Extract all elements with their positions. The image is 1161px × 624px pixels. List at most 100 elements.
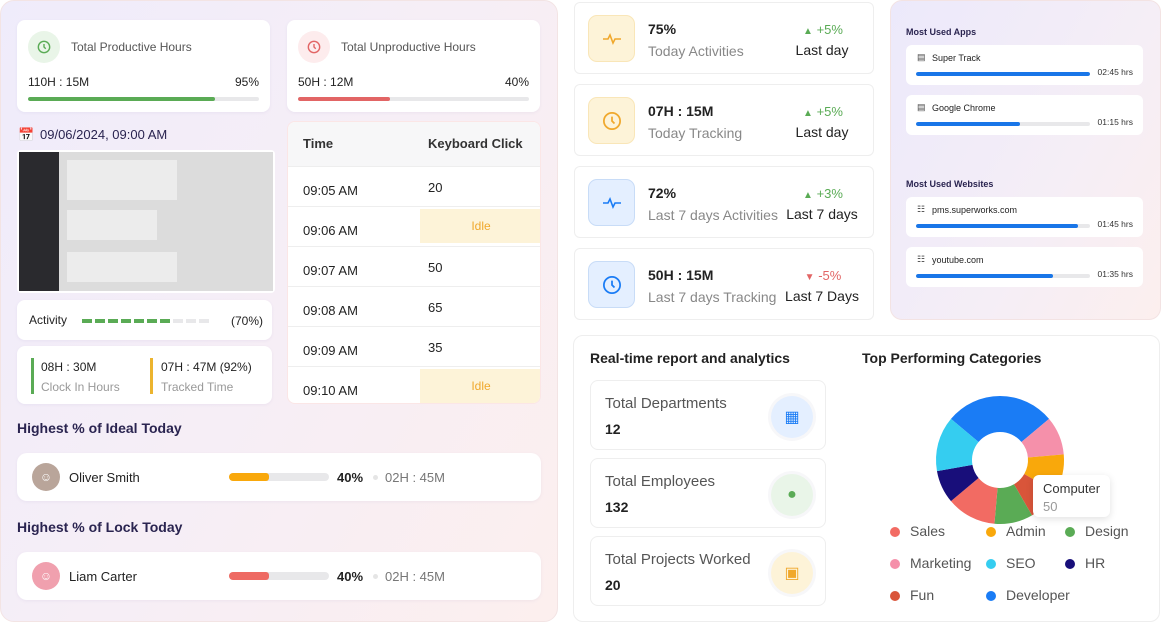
stat-delta-value: +3%	[816, 186, 843, 201]
screenshot-thumbnail[interactable]	[17, 150, 275, 293]
legend-item[interactable]: Design	[1065, 523, 1129, 539]
productive-percent: 95%	[234, 75, 259, 89]
stat-period: Last day	[795, 42, 849, 58]
usage-item[interactable]: ☷ pms.superworks.com 01:45 hrs	[906, 197, 1143, 237]
productive-hours-card: Total Productive Hours 110H : 15M 95%	[17, 20, 270, 112]
usage-progress	[916, 72, 1090, 76]
usage-item[interactable]: ▤ Super Track 02:45 hrs	[906, 45, 1143, 85]
table-row: 09:05 AM 20	[288, 166, 540, 206]
row-time: 09:09 AM	[303, 343, 358, 358]
donut-slice-design[interactable]	[994, 484, 1032, 524]
globe-icon: ☷	[917, 254, 926, 264]
usage-name: youtube.com	[932, 255, 984, 265]
keyboard-click-table: Time Keyboard Click 09:05 AM 20 09:06 AM…	[287, 121, 541, 404]
stat-label: Last 7 days Tracking	[648, 289, 777, 305]
report-value: 20	[605, 577, 621, 593]
lock-title: Highest % of Lock Today	[17, 519, 183, 535]
stat-card: 72% Last 7 days Activities ▲ +3% Last 7 …	[574, 166, 874, 238]
legend-item[interactable]: Admin	[986, 523, 1046, 539]
legend-item[interactable]: Fun	[890, 587, 934, 603]
donut-slice-hr[interactable]	[936, 464, 979, 502]
table-row: 09:08 AM 65	[288, 286, 540, 326]
stat-label: Today Tracking	[648, 125, 743, 141]
stat-value: 50H : 15M	[648, 267, 714, 283]
briefcase-icon: ▣	[771, 552, 813, 594]
lock-progress	[229, 572, 329, 580]
row-clicks: 35	[428, 340, 443, 355]
clock-tracked-card: 08H : 30M Clock In Hours 07H : 47M (92%)…	[17, 346, 272, 404]
legend-item[interactable]: SEO	[986, 555, 1036, 571]
chart-tooltip: Computer 50	[1033, 475, 1110, 517]
idle-badge: Idle	[420, 369, 540, 403]
row-time: 09:05 AM	[303, 183, 358, 198]
usage-name: Super Track	[932, 53, 981, 63]
unproductive-percent: 40%	[504, 75, 529, 89]
laptop-icon: ▤	[917, 102, 926, 112]
report-card: Total Departments 12 ▦	[590, 380, 826, 450]
activity-segment	[108, 319, 118, 323]
table-row: 09:09 AM 35	[288, 326, 540, 366]
donut-slice-marketing[interactable]	[1021, 418, 1064, 458]
legend-dot	[986, 591, 996, 601]
legend-dot	[986, 559, 996, 569]
stat-period: Last 7 Days	[785, 288, 859, 304]
donut-slice-sales[interactable]	[950, 477, 998, 524]
legend-item[interactable]: Marketing	[890, 555, 971, 571]
laptop-icon: ▤	[917, 52, 926, 62]
activity-segment	[147, 319, 157, 323]
activity-segment	[199, 319, 209, 323]
usage-name: pms.superworks.com	[932, 205, 1018, 215]
lock-time: 02H : 45M	[385, 569, 445, 584]
usage-item[interactable]: ☷ youtube.com 01:35 hrs	[906, 247, 1143, 287]
websites-title: Most Used Websites	[906, 179, 994, 189]
legend-item[interactable]: HR	[1065, 555, 1105, 571]
donut-slice-developer[interactable]	[950, 396, 1050, 443]
legend-item[interactable]: Developer	[986, 587, 1070, 603]
clock-in-value: 08H : 30M	[41, 360, 97, 374]
activity-segment	[160, 319, 170, 323]
report-value: 12	[605, 421, 621, 437]
legend-dot	[890, 591, 900, 601]
stat-card: 50H : 15M Last 7 days Tracking ▼ -5% Las…	[574, 248, 874, 320]
ideal-title: Highest % of Ideal Today	[17, 420, 182, 436]
row-clicks: 50	[428, 260, 443, 275]
stat-card: 07H : 15M Today Tracking ▲ +5% Last day	[574, 84, 874, 156]
arrow-up-icon: ▲	[803, 108, 813, 119]
productive-progress	[28, 97, 259, 101]
lock-user-name: Liam Carter	[69, 569, 137, 584]
stat-delta: ▲ +5%	[783, 104, 863, 119]
user-icon: ●	[771, 474, 813, 516]
activity-label: Activity	[29, 313, 68, 327]
report-card: Total Projects Worked 20 ▣	[590, 536, 826, 606]
clock-in-label: Clock In Hours	[41, 380, 120, 394]
stat-value: 07H : 15M	[648, 103, 714, 119]
usage-time: 01:15 hrs	[1097, 117, 1133, 127]
avatar: ☺	[32, 562, 60, 590]
row-clicks: 65	[428, 300, 443, 315]
activity-card: Activity (70%)	[17, 300, 272, 340]
row-time: 09:10 AM	[303, 383, 358, 398]
screenshot-datetime: 09/06/2024, 09:00 AM	[40, 127, 168, 142]
row-time: 09:07 AM	[303, 263, 358, 278]
apps-title: Most Used Apps	[906, 27, 977, 37]
activity-segment	[186, 319, 196, 323]
legend-label: Design	[1085, 523, 1129, 539]
ideal-user-name: Oliver Smith	[69, 470, 140, 485]
donut-slice-seo[interactable]	[936, 418, 979, 472]
lock-user-row[interactable]: ☺ Liam Carter 40% 02H : 45M	[17, 552, 541, 600]
clock-icon	[588, 261, 635, 308]
arrow-up-icon: ▲	[803, 190, 813, 201]
clock-icon	[28, 31, 60, 63]
tooltip-value: 50	[1043, 499, 1058, 514]
stat-period: Last 7 days	[786, 206, 858, 222]
stat-delta: ▼ -5%	[783, 268, 863, 283]
usage-item[interactable]: ▤ Google Chrome 01:15 hrs	[906, 95, 1143, 135]
legend-label: Marketing	[910, 555, 972, 571]
activity-icon	[588, 179, 635, 226]
legend-label: Sales	[910, 523, 946, 539]
ideal-user-row[interactable]: ☺ Oliver Smith 40% 02H : 45M	[17, 453, 541, 501]
legend-dot	[986, 527, 996, 537]
table-row: 09:06 AM Idle	[288, 206, 540, 246]
legend-item[interactable]: Sales	[890, 523, 945, 539]
report-label: Total Projects Worked	[605, 551, 751, 568]
